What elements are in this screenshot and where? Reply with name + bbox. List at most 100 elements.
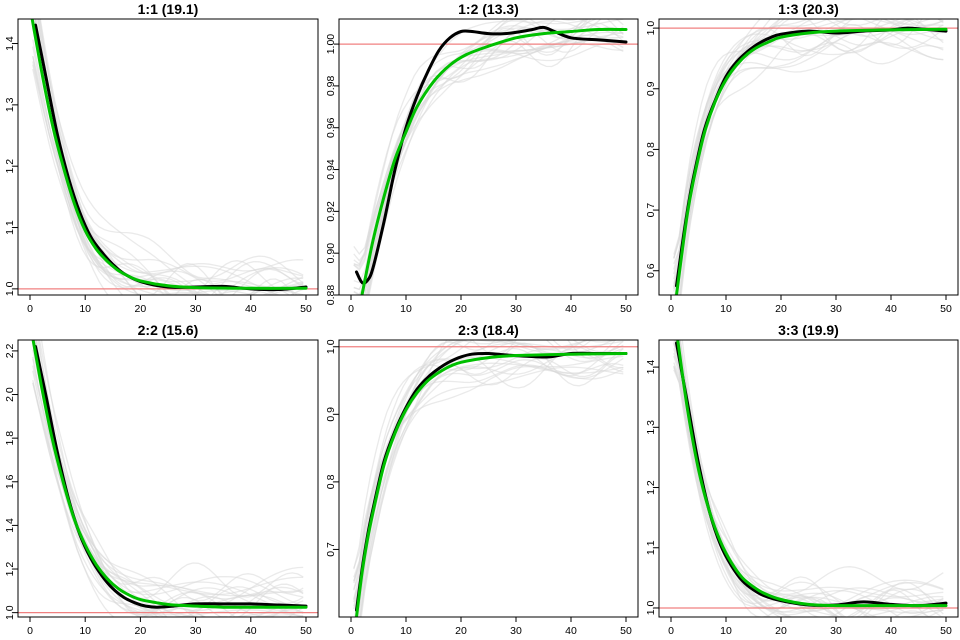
plot-frame xyxy=(658,18,959,296)
panel-5: 2:3 (18.4) 0 10 20 30 40 50 0.7 0.8 0.9 1.0 xyxy=(325,322,639,637)
background-trace xyxy=(38,19,304,290)
y-tick-label: 0.94 xyxy=(325,159,337,180)
y-tick-label: 1.6 xyxy=(4,474,16,489)
background-trace xyxy=(32,356,304,617)
x-tick-label: 20 xyxy=(135,303,147,315)
background-trace xyxy=(674,19,944,295)
background-trace xyxy=(360,347,624,617)
background-trace xyxy=(673,348,870,617)
y-tick-label: 1.1 xyxy=(4,220,16,235)
background-trace xyxy=(34,19,202,295)
fit-series-line xyxy=(31,340,308,609)
background-trace xyxy=(680,28,944,295)
background-trace xyxy=(673,19,944,292)
background-trace xyxy=(39,19,272,295)
background-trace xyxy=(32,27,304,282)
y-tick-label: 1.00 xyxy=(325,34,337,55)
x-tick-label: 20 xyxy=(135,625,147,637)
y-tick-label: 0.9 xyxy=(325,407,337,422)
background-trace xyxy=(32,340,304,607)
x-tick-label: 40 xyxy=(565,303,577,315)
background-trace xyxy=(353,340,624,570)
y-tick-label: 0.6 xyxy=(645,263,657,278)
fit-series-line xyxy=(30,19,308,290)
plot-frame xyxy=(17,339,319,618)
background-trace xyxy=(37,340,304,617)
background-trace xyxy=(32,379,232,617)
background-trace xyxy=(353,340,624,590)
panel-4: 2:2 (15.6) 0 10 20 30 40 50 1.0 1.2 1.4 1.6 1.8 2.0 2… xyxy=(4,322,319,637)
x-tick-label: 50 xyxy=(620,303,632,315)
x-tick-label: 20 xyxy=(775,303,787,315)
panel-title: 1:2 (13.3) xyxy=(458,1,519,17)
background-trace xyxy=(35,340,304,617)
background-trace xyxy=(673,19,944,284)
background-trace xyxy=(35,340,304,600)
background-trace xyxy=(673,362,944,613)
y-tick-label: 1.4 xyxy=(4,518,16,533)
background-trace xyxy=(673,367,944,595)
x-tick-label: 30 xyxy=(190,625,202,637)
y-tick-label: 0.7 xyxy=(645,203,657,218)
y-tick-label: 0.7 xyxy=(325,542,337,557)
x-tick-label: 40 xyxy=(245,625,257,637)
background-trace xyxy=(33,340,304,597)
background-trace xyxy=(353,37,624,265)
y-tick-label: 0.9 xyxy=(645,81,657,96)
background-trace xyxy=(359,342,624,617)
panel-title: 1:1 (19.1) xyxy=(138,1,199,17)
background-trace xyxy=(353,345,624,582)
background-trace xyxy=(673,343,944,617)
x-tick-label: 0 xyxy=(668,625,674,637)
x-tick-label: 30 xyxy=(830,625,842,637)
panel-title: 2:2 (15.6) xyxy=(138,322,199,338)
fit-series-line xyxy=(355,352,628,617)
background-trace xyxy=(673,41,944,265)
plot-area xyxy=(339,19,638,295)
background-trace xyxy=(32,340,304,600)
background-trace xyxy=(34,19,281,295)
y-tick-label: 1.3 xyxy=(645,420,657,435)
x-tick-label: 0 xyxy=(348,625,354,637)
background-trace xyxy=(357,340,593,617)
background-trace xyxy=(32,39,304,295)
background-trace xyxy=(33,340,304,617)
x-tick-label: 20 xyxy=(775,625,787,637)
y-tick-label: 1.4 xyxy=(645,360,657,375)
x-tick-label: 30 xyxy=(190,303,202,315)
background-trace xyxy=(32,340,304,617)
y-tick-label: 0.98 xyxy=(325,76,337,97)
panel-6: 3:3 (19.9) 0 10 20 30 40 50 1.0 1.1 1.2 1.3 1.4 xyxy=(645,322,959,637)
background-trace xyxy=(673,19,923,270)
background-trace xyxy=(353,20,624,262)
background-trace xyxy=(353,340,587,607)
background-trace xyxy=(676,340,944,617)
background-trace xyxy=(32,382,304,596)
plot-area xyxy=(339,340,638,617)
plot-area xyxy=(659,19,958,295)
x-tick-label: 0 xyxy=(27,303,33,315)
x-tick-label: 10 xyxy=(720,625,732,637)
y-tick-label: 0.8 xyxy=(645,142,657,157)
background-trace xyxy=(673,19,944,259)
y-tick-label: 0.96 xyxy=(325,117,337,138)
x-tick-label: 40 xyxy=(245,303,257,315)
y-tick-label: 0.8 xyxy=(325,474,337,489)
x-tick-label: 30 xyxy=(510,303,522,315)
background-trace xyxy=(32,365,304,616)
background-trace xyxy=(674,340,944,617)
y-tick-label: 0.88 xyxy=(325,285,337,306)
background-trace xyxy=(673,369,944,610)
panel-title: 2:3 (18.4) xyxy=(458,322,519,338)
panel-title: 3:3 (19.9) xyxy=(778,322,839,338)
x-tick-label: 0 xyxy=(348,303,354,315)
panel-2: 1:2 (13.3) 0 10 20 30 40 50 0.88 0.90 0.92 0.94 0.9… xyxy=(325,1,639,315)
x-tick-label: 20 xyxy=(455,625,467,637)
mean-series-line xyxy=(34,23,308,292)
x-tick-label: 50 xyxy=(940,303,952,315)
plot-area xyxy=(659,340,958,617)
background-trace xyxy=(353,351,624,584)
x-tick-label: 50 xyxy=(300,625,312,637)
x-tick-label: 10 xyxy=(400,625,412,637)
plot-frame xyxy=(338,18,639,296)
